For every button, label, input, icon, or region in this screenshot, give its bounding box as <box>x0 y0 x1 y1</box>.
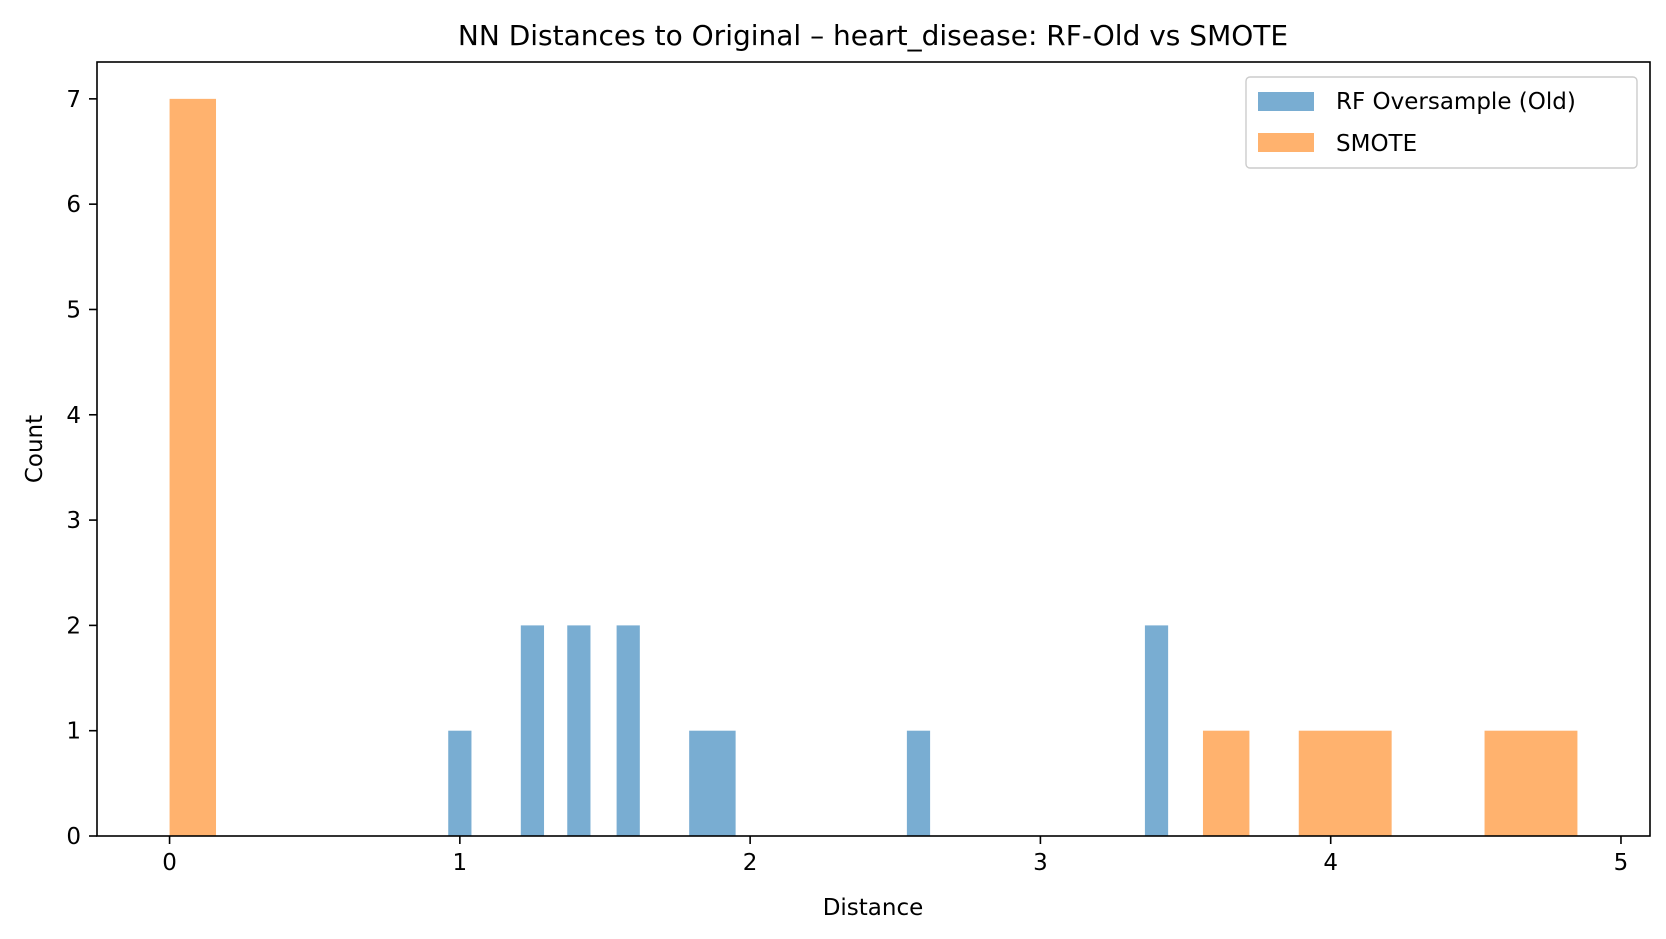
smote-bar-1 <box>1202 730 1250 836</box>
x-axis-label: Distance <box>823 895 924 921</box>
legend-swatch-rf-oversample <box>1258 92 1314 111</box>
y-tick-label: 7 <box>66 87 81 113</box>
smote-bar-3 <box>1484 730 1578 836</box>
y-tick-label: 1 <box>66 719 81 745</box>
rf-oversample-bar-3 <box>616 625 640 836</box>
rf-oversample-bar-1 <box>520 625 545 836</box>
plot-frame <box>96 61 1651 837</box>
y-tick-label: 3 <box>66 508 81 534</box>
legend-swatch-smote <box>1258 133 1314 152</box>
x-tick-label: 4 <box>1323 850 1338 876</box>
x-axis-ticks: 0 1 2 3 4 5 <box>162 836 1628 876</box>
x-tick-label: 2 <box>743 850 758 876</box>
x-tick-label: 0 <box>162 850 177 876</box>
y-tick-label: 4 <box>66 403 81 429</box>
rf-oversample-bar-6 <box>1144 625 1169 836</box>
chart-title: NN Distances to Original – heart_disease… <box>458 19 1288 52</box>
legend: RF Oversample (Old) SMOTE <box>1245 76 1638 169</box>
legend-label-rf-oversample: RF Oversample (Old) <box>1336 89 1576 115</box>
rf-oversample-bar-2 <box>567 625 591 836</box>
rf-oversample-bar-5 <box>906 730 931 836</box>
smote-bar-2 <box>1298 730 1392 836</box>
legend-frame <box>1245 76 1638 169</box>
y-axis-ticks: 0 1 2 3 4 5 6 7 <box>66 87 97 850</box>
x-tick-label: 3 <box>1033 850 1048 876</box>
rf-oversample-bar-0 <box>448 730 472 836</box>
bars-layer <box>169 98 1578 837</box>
x-tick-label: 5 <box>1614 850 1629 876</box>
y-tick-label: 2 <box>66 613 81 639</box>
y-axis-label: Count <box>22 415 48 483</box>
rf-oversample-bar-4 <box>689 730 736 836</box>
legend-label-smote: SMOTE <box>1336 131 1417 157</box>
x-tick-label: 1 <box>453 850 468 876</box>
y-tick-label: 6 <box>66 192 81 218</box>
smote-bar-0 <box>169 98 217 837</box>
y-tick-label: 5 <box>66 297 81 323</box>
y-tick-label: 0 <box>66 824 81 850</box>
